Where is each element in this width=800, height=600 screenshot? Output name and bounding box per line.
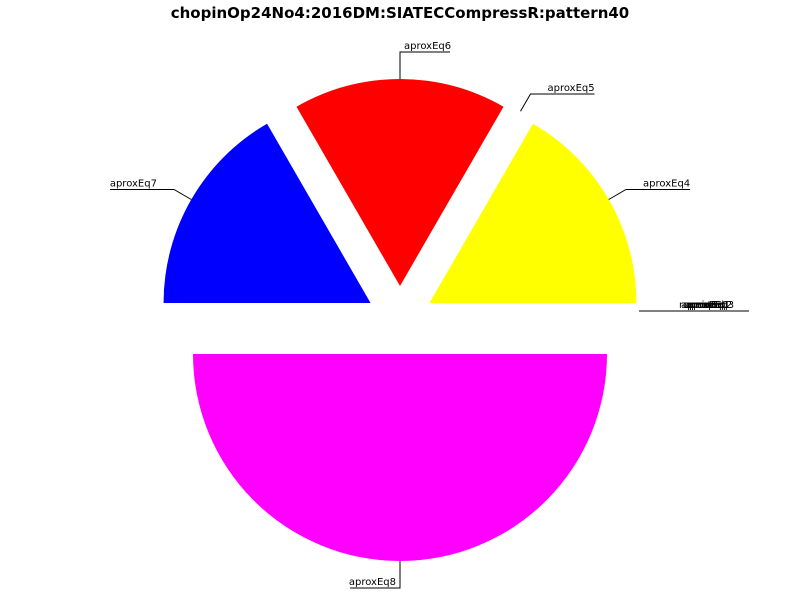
slice-label-aproxeq6: aproxEq6 [404, 41, 451, 52]
leader-line-aproxeq5 [520, 93, 595, 112]
pie-slices [163, 79, 637, 561]
zero-label-aproxeq1: aproxEq1 [683, 300, 730, 311]
leader-line-aproxeq6 [399, 51, 450, 79]
pie-slice-aproxeq8 [193, 354, 607, 561]
pie-slice-aproxeq7 [163, 123, 371, 303]
slice-label-aproxeq7: aproxEq7 [110, 179, 157, 190]
slice-label-aproxeq5: aproxEq5 [548, 83, 595, 94]
pie-slice-aproxeq6 [296, 79, 504, 286]
zero-label-aproxeq3: aproxEq3 [687, 300, 734, 311]
pie-slice-aproxeq4 [429, 123, 637, 303]
leader-line-aproxeq8 [350, 561, 401, 589]
zero-label-aproxeq0: aproxEq0 [681, 300, 728, 311]
pie-labels: aproxEq4 aproxEq5 aproxEq6 aproxEq7 aproxEq8 [109, 41, 691, 589]
leader-line-aproxeq4 [608, 189, 691, 200]
zero-label-aproxeq2: aproxEq2 [685, 300, 732, 311]
slice-label-aproxeq4: aproxEq4 [643, 179, 690, 190]
chart-title: chopinOp24No4:2016DM:SIATECCompressR:pat… [171, 4, 630, 22]
slice-label-aproxeq8: aproxEq8 [349, 577, 396, 588]
zero-label-unique: unique [689, 300, 723, 311]
leader-line-aproxeq7 [109, 189, 192, 200]
zero-value-labels: repeatedaproxEq0aproxEq1aproxEq2aproxEq3… [639, 300, 749, 312]
zero-label-repeated: repeated [679, 300, 724, 311]
